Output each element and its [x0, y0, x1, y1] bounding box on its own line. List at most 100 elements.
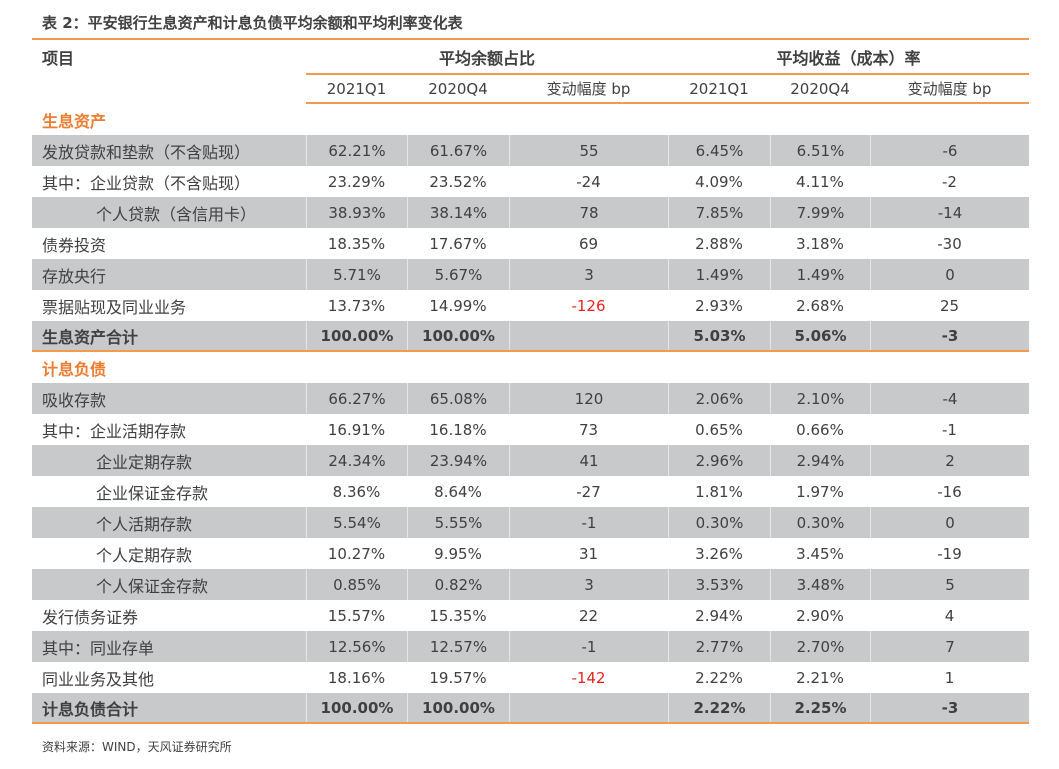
cell-value: 25 — [939, 296, 960, 315]
cell-value: 23.94% — [407, 445, 509, 476]
cell-value: 2.94% — [770, 445, 870, 476]
cell-value: 3.45% — [796, 544, 844, 563]
cell-value: 1.49% — [770, 259, 870, 290]
cell-value: 2.90% — [796, 606, 844, 625]
row-label: 其中：企业贷款（不含贴现） — [42, 173, 251, 193]
table-row: 企业保证金存款 8.36% 8.64% -27 1.81% 1.97% -16 — [32, 476, 1029, 507]
cell-value: 2.22% — [695, 668, 743, 687]
cell-value: 6.45% — [668, 135, 770, 166]
cell-value: 16.91% — [327, 420, 386, 439]
data-table: 项目 平均余额占比 平均收益（成本）率 2021Q1 2020Q4 变动幅度 bp 2… — [32, 38, 1029, 724]
subheader-row: 2021Q1 2020Q4 变动幅度 bp 2021Q1 2020Q4 变动幅度 bp — [306, 73, 1029, 104]
cell-value: 18.35% — [327, 234, 386, 253]
cell-value: -2 — [942, 172, 957, 191]
table-row: 其中：同业存单 12.56% 12.57% -1 2.77% 2.70% 7 — [32, 631, 1029, 662]
cell-value: 55 — [509, 135, 668, 166]
table-row: 吸收存款 66.27% 65.08% 120 2.06% 2.10% -4 — [32, 383, 1029, 414]
cell-value: -14 — [870, 197, 1029, 228]
row-label: 个人贷款（含信用卡） — [96, 204, 257, 224]
cell-value: 2.88% — [695, 234, 743, 253]
cell-value: -1 — [509, 507, 668, 538]
cell-value: 10.27% — [327, 544, 386, 563]
cell-value: 1 — [944, 668, 955, 687]
table-row: 存放央行 5.71% 5.67% 3 1.49% 1.49% 0 — [32, 259, 1029, 290]
cell-value: 22 — [578, 606, 599, 625]
cell-value: 38.14% — [407, 197, 509, 228]
row-label: 其中：同业存单 — [42, 638, 155, 658]
cell-value: -19 — [937, 544, 962, 563]
row-label: 票据贴现及同业业务 — [42, 297, 187, 317]
cell-value: -3 — [870, 693, 1029, 722]
cell-value: 69 — [578, 234, 599, 253]
cell-value: 3.18% — [796, 234, 844, 253]
cell-value: 12.57% — [407, 631, 509, 662]
section-row: 生息资产 — [32, 104, 1029, 135]
header-row: 项目 平均余额占比 平均收益（成本）率 — [32, 40, 1029, 73]
table-row: 生息资产合计 100.00% 100.00% 5.03% 5.06% -3 — [32, 321, 1029, 352]
cell-value: 6.51% — [770, 135, 870, 166]
cell-value: -1 — [942, 420, 957, 439]
table-row: 同业业务及其他 18.16% 19.57% -142 2.22% 2.21% 1 — [32, 662, 1029, 693]
row-label: 个人保证金存款 — [96, 576, 209, 596]
table-title: 表 2：平安银行生息资产和计息负债平均余额和平均利率变化表 — [42, 14, 463, 32]
row-label: 生息资产合计 — [42, 327, 139, 347]
cell-value: 0.30% — [770, 507, 870, 538]
subheader-3: 变动幅度 bp — [546, 80, 631, 98]
cell-value: 62.21% — [306, 135, 407, 166]
cell-value: 2.96% — [668, 445, 770, 476]
cell-value: 120 — [509, 383, 668, 414]
cell-value: 41 — [509, 445, 668, 476]
cell-value: 18.16% — [327, 668, 386, 687]
cell-value: 0.30% — [668, 507, 770, 538]
cell-value: 9.95% — [434, 544, 482, 563]
cell-value: 1.97% — [796, 482, 844, 501]
cell-value: -30 — [937, 234, 962, 253]
cell-value: 31 — [578, 544, 599, 563]
row-label: 同业业务及其他 — [42, 669, 155, 689]
subheader-4: 2021Q1 — [689, 79, 749, 98]
cell-value: 23.52% — [429, 172, 487, 191]
table-row: 个人保证金存款 0.85% 0.82% 3 3.53% 3.48% 5 — [32, 569, 1029, 600]
cell-value: 5.03% — [668, 321, 770, 350]
cell-value — [509, 693, 668, 722]
source-note: 资料来源：WIND，天风证券研究所 — [42, 740, 232, 754]
cell-value: 4.09% — [695, 172, 743, 191]
cell-value: 0.85% — [306, 569, 407, 600]
cell-value: 0.65% — [695, 420, 743, 439]
row-label: 其中：企业活期存款 — [42, 421, 187, 441]
cell-value: 73 — [578, 420, 599, 439]
cell-value: 2.70% — [770, 631, 870, 662]
cell-value: 8.64% — [434, 482, 482, 501]
row-label: 存放央行 — [42, 266, 107, 286]
cell-value: 100.00% — [407, 321, 509, 350]
cell-value: 0 — [870, 507, 1029, 538]
cell-value: 2.06% — [668, 383, 770, 414]
cell-value: 13.73% — [327, 296, 386, 315]
cell-value: 0.82% — [407, 569, 509, 600]
table-row: 其中：企业贷款（不含贴现） 23.29% 23.52% -24 4.09% 4.11% -2 — [32, 166, 1029, 197]
cell-value: 5.54% — [306, 507, 407, 538]
row-label: 个人定期存款 — [96, 545, 193, 565]
row-label: 发行债务证券 — [42, 607, 139, 627]
table-row: 个人贷款（含信用卡） 38.93% 38.14% 78 7.85% 7.99% -14 — [32, 197, 1029, 228]
cell-value: 100.00% — [306, 321, 407, 350]
table-row: 发行债务证券 15.57% 15.35% 22 2.94% 2.90% 4 — [32, 600, 1029, 631]
cell-value: 19.57% — [429, 668, 487, 687]
cell-value: 24.34% — [306, 445, 407, 476]
row-label: 发放贷款和垫款（不含贴现） — [42, 142, 251, 162]
cell-value: 14.99% — [429, 296, 487, 315]
table-row: 发放贷款和垫款（不含贴现） 62.21% 61.67% 55 6.45% 6.51% -6 — [32, 135, 1029, 166]
table-row: 个人定期存款 10.27% 9.95% 31 3.26% 3.45% -19 — [32, 538, 1029, 569]
cell-value: 17.67% — [429, 234, 487, 253]
cell-value: 5 — [870, 569, 1029, 600]
cell-value: -3 — [870, 321, 1029, 350]
cell-value: 100.00% — [306, 693, 407, 722]
section-label: 生息资产 — [42, 111, 107, 131]
cell-value: 5.67% — [407, 259, 509, 290]
cell-value: 8.36% — [332, 482, 381, 501]
cell-value: 3 — [509, 569, 668, 600]
cell-value: 7 — [870, 631, 1029, 662]
table-row: 其中：企业活期存款 16.91% 16.18% 73 0.65% 0.66% -1 — [32, 414, 1029, 445]
cell-value: 66.27% — [306, 383, 407, 414]
cell-value: 2 — [870, 445, 1029, 476]
